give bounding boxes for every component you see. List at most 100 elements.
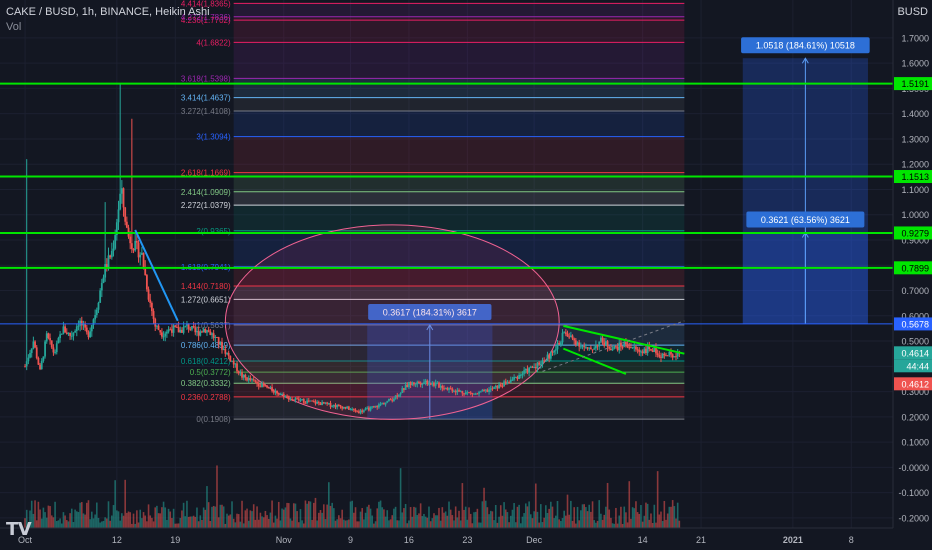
- candle-body: [556, 342, 559, 350]
- candle-body: [559, 342, 562, 345]
- candle-body: [661, 353, 664, 358]
- candle-body: [124, 207, 127, 222]
- volume-bar: [513, 503, 515, 528]
- volume-bar: [134, 523, 137, 528]
- candle-body: [352, 408, 355, 410]
- candle-body: [651, 350, 654, 352]
- candle-body: [539, 364, 542, 366]
- candle-body: [164, 333, 167, 337]
- candle-body: [227, 352, 230, 356]
- candle-body: [259, 386, 262, 388]
- candle-body: [299, 400, 302, 402]
- candle-body: [39, 364, 41, 370]
- volume-bar: [563, 510, 565, 528]
- candle-body: [74, 331, 77, 333]
- volume-bar: [565, 515, 567, 528]
- volume-bar: [606, 482, 609, 528]
- volume-bar: [421, 516, 424, 528]
- candle-body: [498, 384, 500, 389]
- volume-bar: [226, 513, 228, 528]
- candle-body: [112, 248, 115, 251]
- candle-body: [633, 346, 636, 348]
- volume-bar: [409, 507, 412, 528]
- candle-body: [297, 398, 300, 401]
- volume-bar: [401, 512, 404, 528]
- candle-body: [274, 390, 277, 393]
- candle-body: [119, 193, 122, 210]
- candle-body: [588, 347, 591, 349]
- volume-bar: [324, 519, 327, 528]
- candle-body: [503, 381, 505, 387]
- volume-bar: [259, 512, 262, 528]
- candle-body: [329, 402, 332, 407]
- fib-zone: [233, 372, 685, 384]
- volume-bar: [69, 513, 71, 528]
- candle-body: [528, 367, 531, 373]
- volume-bar: [74, 509, 76, 528]
- fib-zone: [233, 20, 685, 43]
- volume-bar: [221, 504, 223, 528]
- volume-bar: [92, 518, 95, 528]
- trend-line: [542, 320, 685, 372]
- volume-bar: [147, 504, 150, 528]
- candle-body: [30, 348, 33, 354]
- candle-body: [424, 380, 427, 383]
- volume-bar: [489, 510, 492, 528]
- volume-bar: [346, 520, 348, 528]
- price-tag-label: 44:44: [906, 361, 929, 371]
- candle-body: [24, 366, 26, 368]
- candle-body: [25, 361, 28, 367]
- volume-bar: [70, 508, 73, 528]
- candle-body: [254, 380, 257, 382]
- volume-bar: [633, 508, 636, 528]
- volume-bar: [406, 523, 409, 528]
- volume-bar: [443, 512, 445, 528]
- volume-bar: [96, 502, 98, 528]
- volume-bar: [546, 512, 549, 528]
- volume-bar: [378, 501, 380, 528]
- volume-bar: [461, 483, 464, 528]
- candle-body: [324, 402, 327, 404]
- candle-body: [398, 394, 400, 397]
- volume-bar: [479, 522, 482, 528]
- candle-body: [589, 347, 592, 350]
- candle-body: [214, 336, 217, 338]
- volume-bar: [301, 520, 303, 528]
- volume-bar: [573, 507, 575, 528]
- candle-body: [294, 398, 297, 401]
- level-tag-label: 1.5191: [901, 79, 929, 89]
- volume-bar: [660, 511, 662, 528]
- candle-body: [222, 348, 225, 350]
- candle-body: [621, 346, 624, 348]
- candle-body: [262, 383, 265, 386]
- candle-body: [438, 382, 440, 388]
- candle-body: [446, 387, 449, 390]
- candle-body: [561, 332, 564, 343]
- candle-body: [107, 255, 110, 268]
- level-tag-label: 0.9279: [901, 228, 929, 238]
- candle-body: [631, 347, 634, 349]
- candle-body: [287, 395, 290, 400]
- volume-bar: [371, 515, 374, 528]
- volume-bar: [156, 505, 158, 528]
- candle-body: [357, 411, 360, 414]
- volume-indicator-label[interactable]: Vol: [6, 21, 22, 33]
- tradingview-logo[interactable]: TV: [6, 519, 32, 540]
- candle-body: [439, 385, 442, 388]
- fib-label: 0(0.1908): [196, 415, 231, 424]
- symbol-title[interactable]: CAKE / BUSD, 1h, BINANCE, Heikin Ashi: [6, 6, 210, 18]
- volume-bar: [374, 521, 377, 528]
- candle-body: [341, 406, 344, 409]
- candle-body: [314, 401, 317, 404]
- volume-bar: [199, 515, 202, 528]
- time-tick-label: 8: [849, 535, 854, 545]
- volume-bar: [231, 501, 233, 528]
- volume-bar: [45, 517, 48, 528]
- volume-bar: [413, 506, 415, 528]
- volume-bar: [247, 520, 250, 528]
- volume-bar: [414, 507, 417, 528]
- candle-body: [92, 319, 95, 325]
- candle-body: [84, 324, 87, 328]
- volume-bar: [142, 512, 145, 528]
